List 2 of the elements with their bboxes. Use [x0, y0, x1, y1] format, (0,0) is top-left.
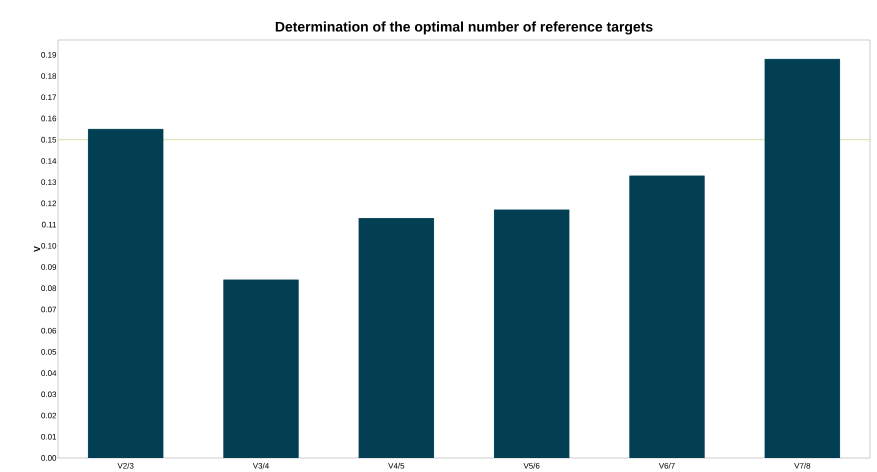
y-axis-title: V	[34, 246, 40, 252]
chart-title: Determination of the optimal number of reference targets	[276, 21, 653, 34]
